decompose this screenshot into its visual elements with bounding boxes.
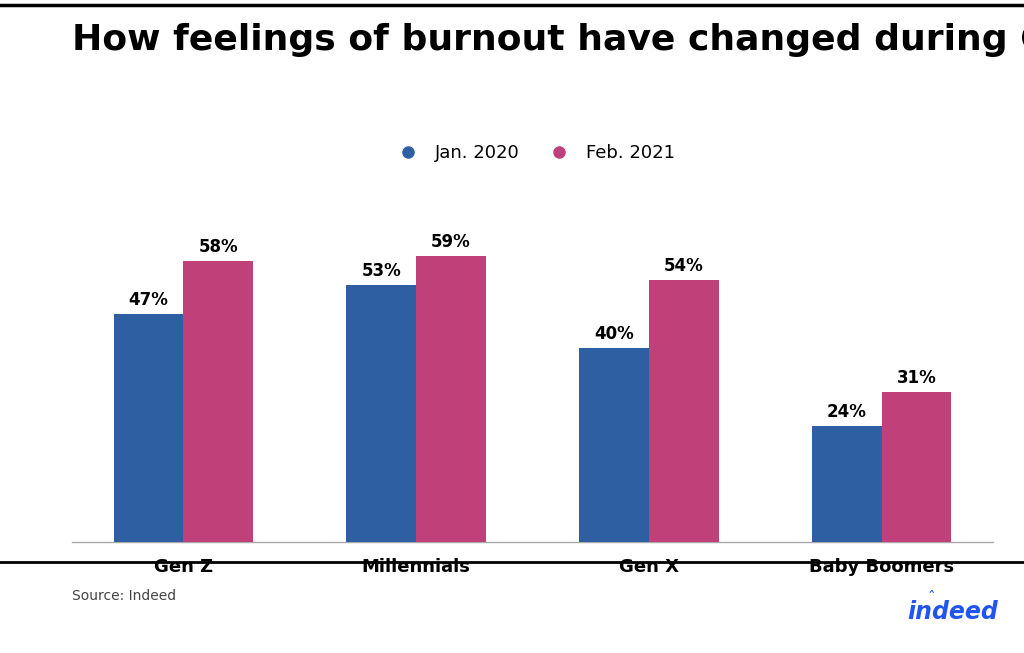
Text: 47%: 47%	[129, 291, 168, 309]
Text: 53%: 53%	[361, 262, 401, 280]
Bar	[882, 392, 951, 542]
Bar	[114, 314, 183, 542]
Bar	[812, 426, 882, 542]
Text: ˆ: ˆ	[928, 591, 936, 606]
Text: 40%: 40%	[594, 325, 634, 343]
Text: 58%: 58%	[199, 238, 239, 256]
Text: indeed: indeed	[907, 599, 998, 624]
Legend: Jan. 2020, Feb. 2021: Jan. 2020, Feb. 2021	[382, 136, 683, 169]
Text: 24%: 24%	[826, 403, 866, 421]
Bar	[649, 280, 719, 542]
Text: How feelings of burnout have changed during COVID-19: How feelings of burnout have changed dur…	[72, 23, 1024, 57]
Bar	[416, 256, 486, 542]
Text: Source: Indeed: Source: Indeed	[72, 589, 176, 603]
Bar	[579, 348, 649, 542]
Text: 31%: 31%	[897, 369, 936, 387]
Text: 54%: 54%	[664, 257, 703, 275]
Bar	[183, 261, 253, 542]
Text: 59%: 59%	[431, 233, 471, 251]
Bar	[346, 285, 416, 542]
